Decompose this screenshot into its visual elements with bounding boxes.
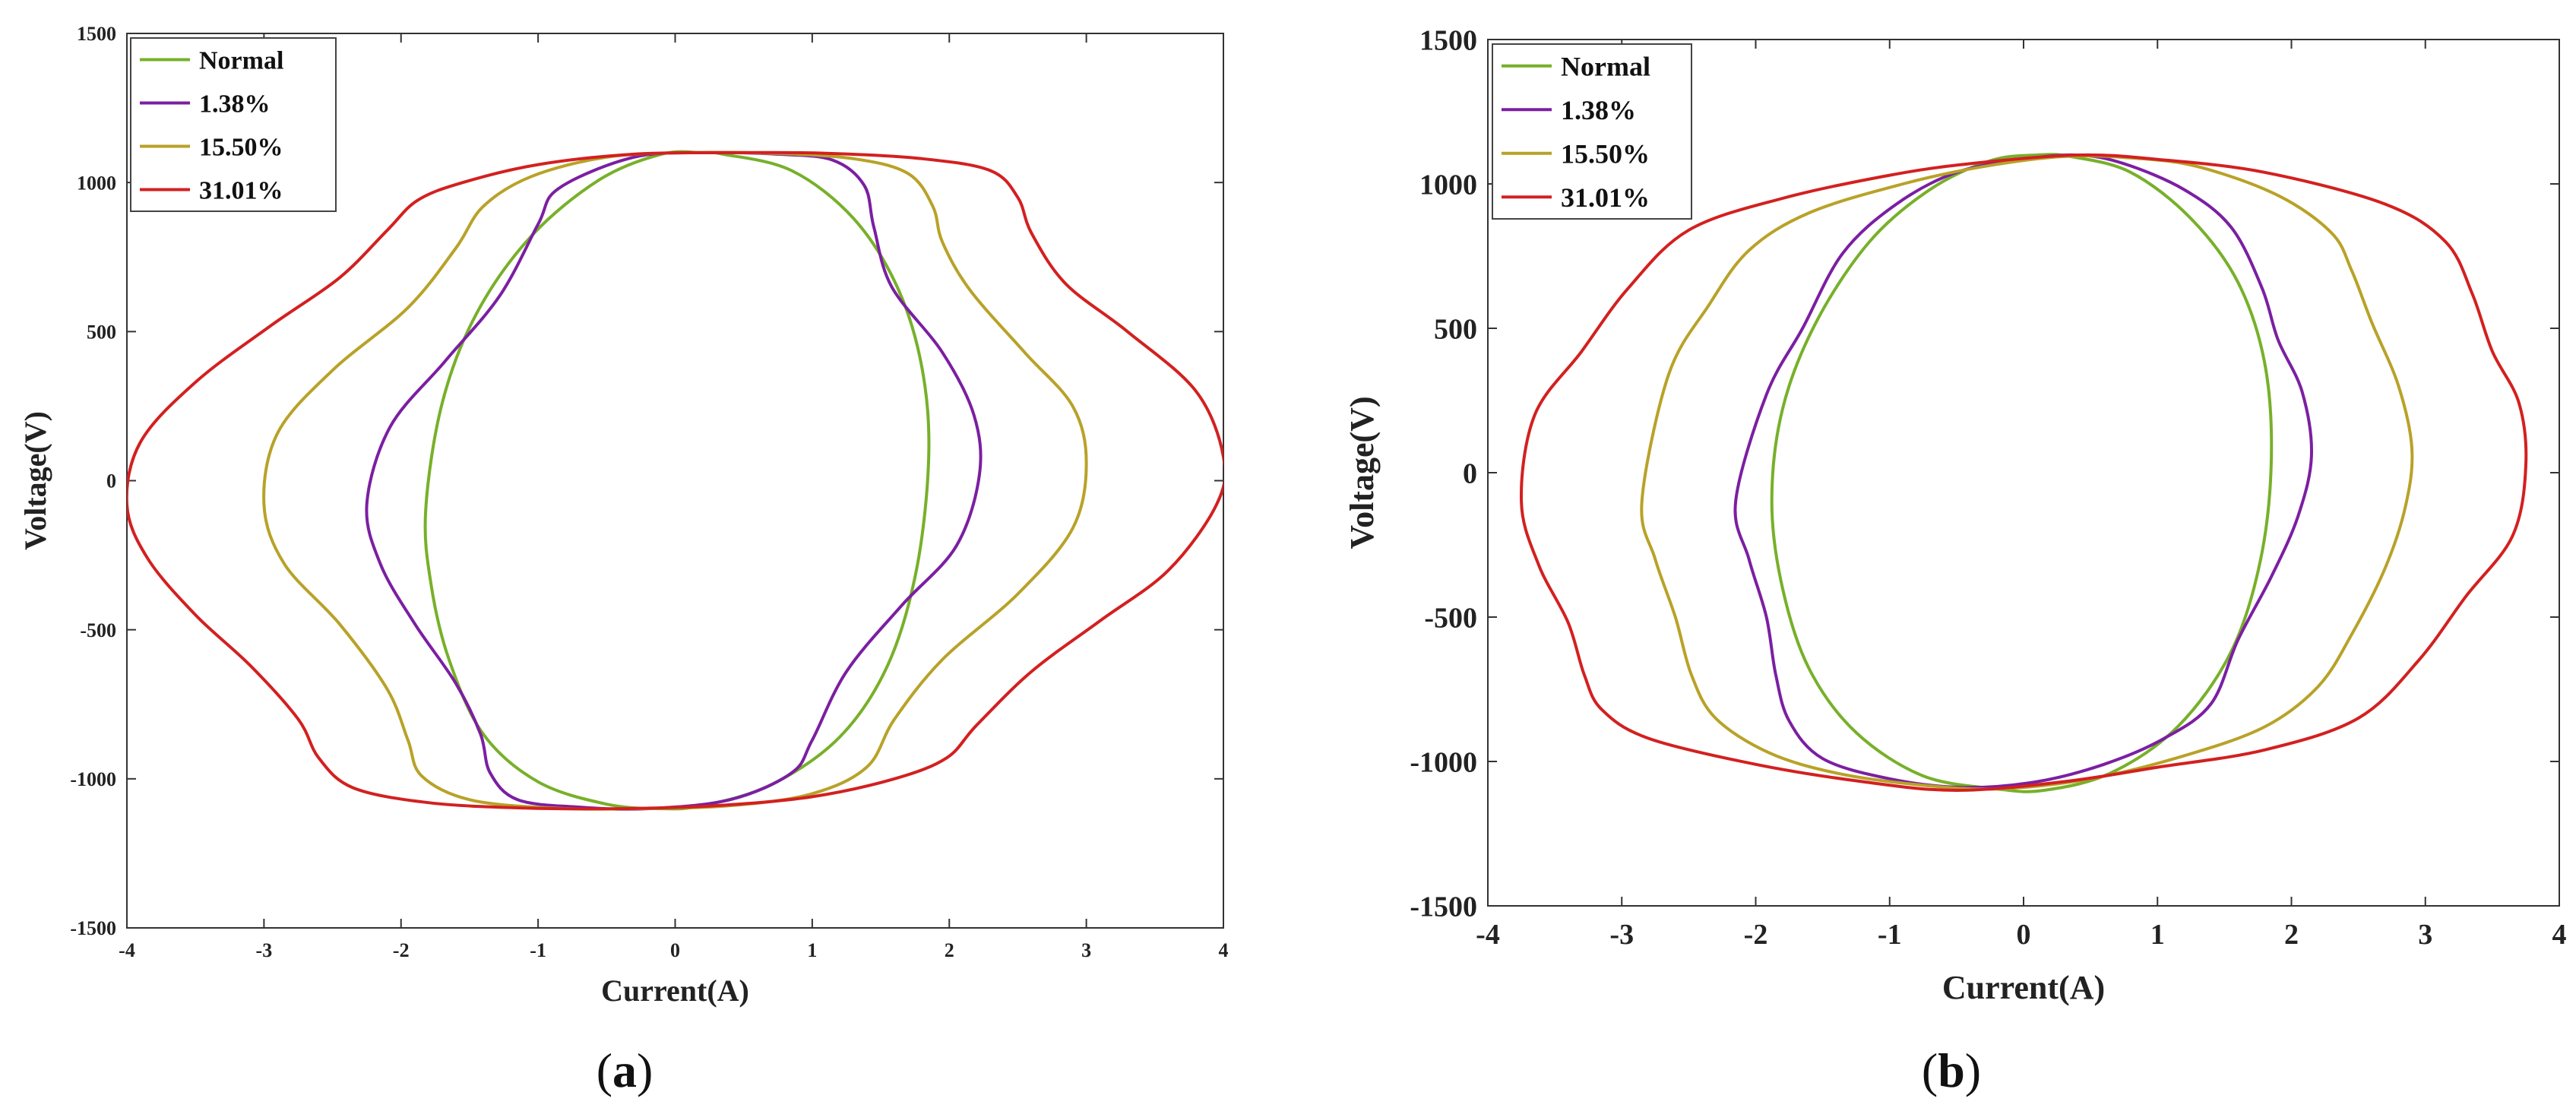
panel-label-a: (a) bbox=[597, 1043, 653, 1097]
series-line-138 bbox=[365, 150, 983, 811]
x-tick-label: -1 bbox=[530, 939, 546, 961]
panel-label-b: (b) bbox=[1922, 1043, 1981, 1097]
y-tick-label: 500 bbox=[1434, 313, 1477, 345]
legend-box bbox=[130, 37, 337, 212]
x-tick-label: 2 bbox=[2284, 919, 2299, 951]
y-tick-label: 1500 bbox=[1419, 24, 1477, 56]
y-tick-label: -500 bbox=[80, 619, 116, 641]
y-tick-label: 1500 bbox=[77, 23, 116, 45]
series-line-138 bbox=[1733, 153, 2313, 790]
y-tick-label: 500 bbox=[87, 321, 116, 343]
chart-panel-b: -4 -3 -2 -1 0 1 2 3 4 1500 1000 500 0 -500 -1000 -1500 N… bbox=[1343, 24, 2567, 1097]
legend-box bbox=[1492, 43, 1692, 220]
x-tick-label: -3 bbox=[256, 939, 273, 961]
legend: Normal 1.38% 15.50% 31.01% bbox=[1492, 43, 1692, 220]
x-tick-label: 3 bbox=[1081, 939, 1091, 961]
y-tick-label: 0 bbox=[106, 470, 116, 492]
x-tick-label: 4 bbox=[1219, 939, 1229, 961]
x-axis-title: Current(A) bbox=[1942, 969, 2105, 1006]
y-tick-label: 0 bbox=[1463, 457, 1477, 489]
x-tick-label: 1 bbox=[807, 939, 817, 961]
x-tick-label: -4 bbox=[119, 939, 135, 961]
chart-panels: -4 -3 -2 -1 0 1 2 3 4150010005000-500-1000-1500N… bbox=[18, 23, 2567, 1097]
x-tick-label: 0 bbox=[2017, 919, 2031, 951]
series-line-1550 bbox=[262, 150, 1088, 811]
legend-label: 15.50% bbox=[199, 133, 283, 161]
y-axis-title: Voltage(V) bbox=[18, 411, 52, 550]
legend: Normal 1.38% 15.50% 31.01% bbox=[130, 37, 337, 212]
legend-label: Normal bbox=[199, 46, 283, 74]
y-tick-label: 1000 bbox=[1419, 169, 1477, 201]
series-line-1550 bbox=[1640, 154, 2414, 791]
x-tick-label: 2 bbox=[945, 939, 954, 961]
x-tick-label: 4 bbox=[2552, 919, 2567, 951]
y-tick-label: -1500 bbox=[70, 917, 116, 939]
series-line-3101 bbox=[1520, 153, 2528, 793]
y-tick-label: 1000 bbox=[77, 172, 116, 194]
x-tick-label: -1 bbox=[1878, 919, 1902, 951]
x-axis-title: Current(A) bbox=[601, 973, 749, 1008]
x-tick-label: 0 bbox=[670, 939, 680, 961]
series-line-Normal bbox=[423, 150, 931, 811]
y-tick-label: -500 bbox=[1424, 602, 1477, 634]
y-axis-title: Voltage(V) bbox=[1343, 396, 1381, 549]
series-line-3101 bbox=[127, 150, 1223, 811]
y-tick-label: -1000 bbox=[70, 768, 116, 790]
legend-label: 31.01% bbox=[1561, 182, 1650, 213]
x-tick-label: 1 bbox=[2150, 919, 2165, 951]
legend-label: 15.50% bbox=[1561, 138, 1650, 169]
chart-panel-a: -4 -3 -2 -1 0 1 2 3 4 1500 1000 500 0 -500 -1000 -1500 N… bbox=[18, 23, 1229, 1097]
x-tick-label: -2 bbox=[393, 939, 410, 961]
y-tick-label: -1500 bbox=[1410, 891, 1477, 923]
x-tick-label: -3 bbox=[1609, 919, 1634, 951]
x-tick-label: 3 bbox=[2418, 919, 2432, 951]
legend-label: 1.38% bbox=[199, 90, 271, 118]
legend-label: 31.01% bbox=[199, 176, 283, 204]
y-tick-label: -1000 bbox=[1410, 746, 1477, 778]
x-tick-label: -2 bbox=[1744, 919, 1768, 951]
legend-label: 1.38% bbox=[1561, 95, 1636, 125]
series-line-Normal bbox=[1770, 153, 2274, 793]
legend-label: Normal bbox=[1561, 51, 1650, 81]
x-tick-label: -4 bbox=[1476, 919, 1500, 951]
